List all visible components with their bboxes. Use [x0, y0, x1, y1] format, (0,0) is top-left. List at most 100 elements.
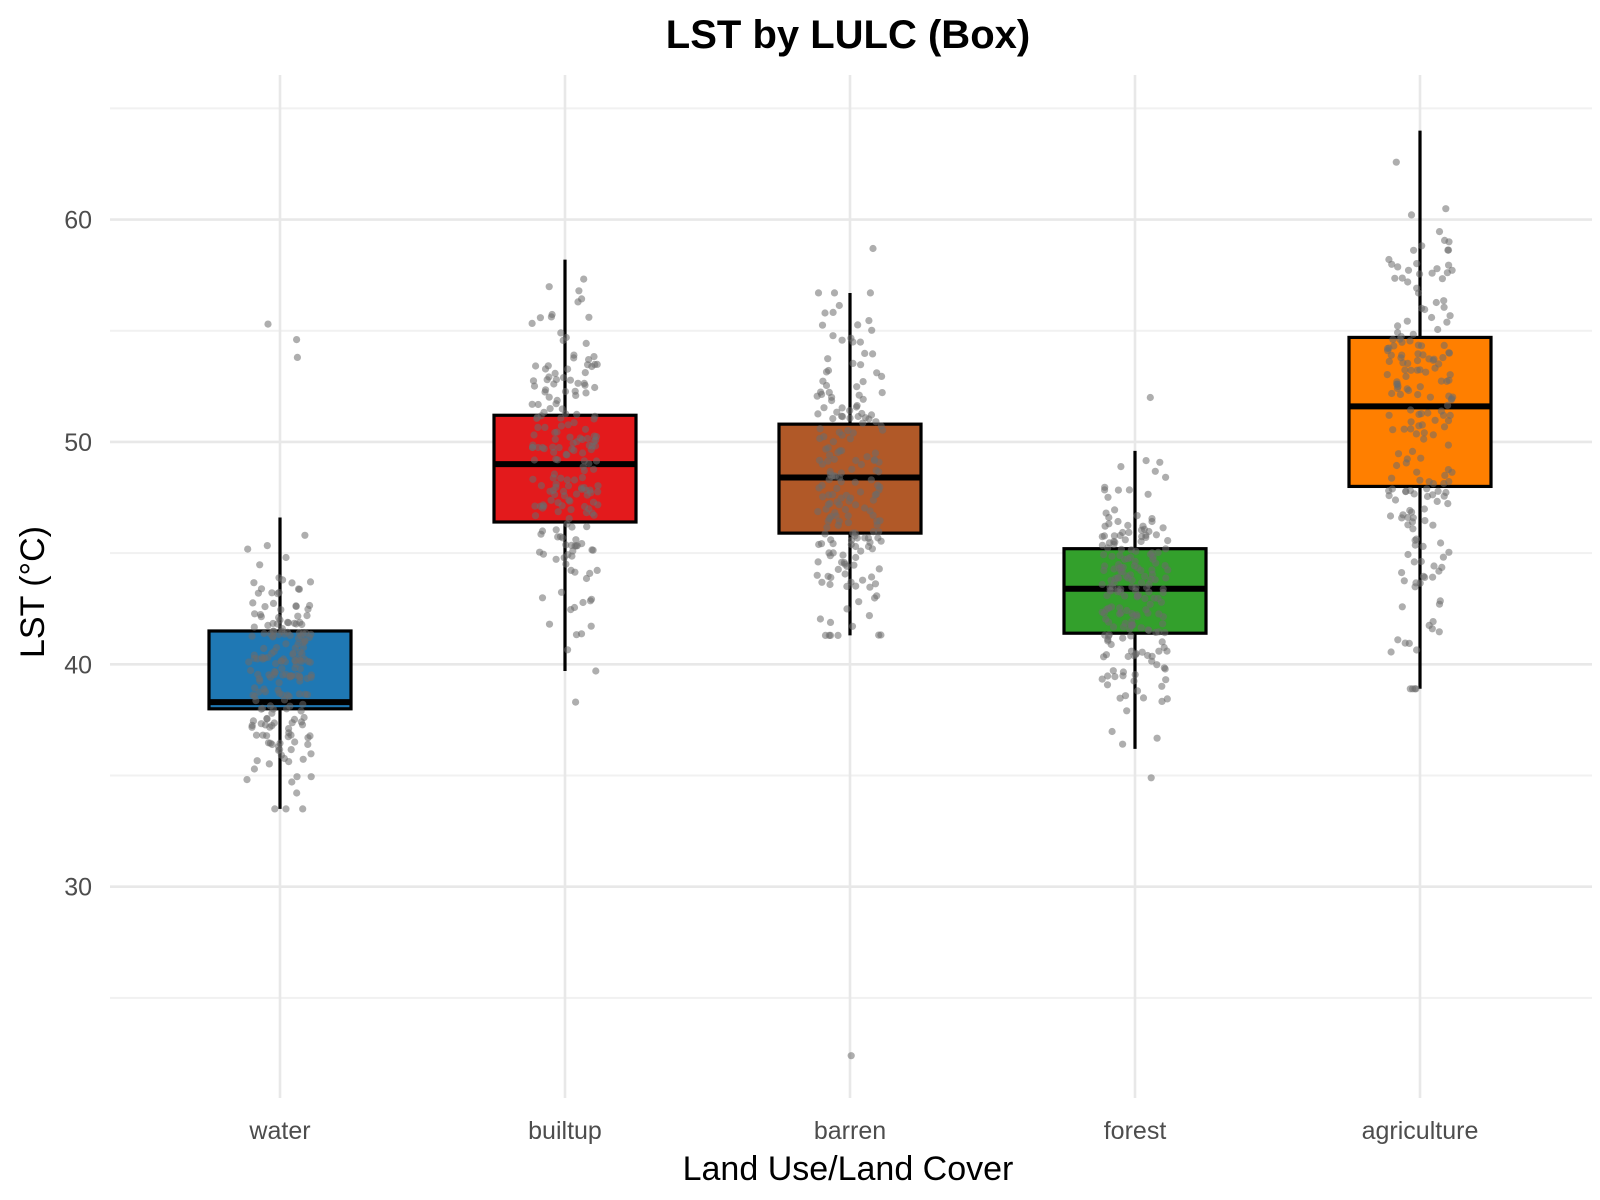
point — [1133, 687, 1142, 695]
point — [288, 672, 296, 680]
point — [1416, 476, 1424, 484]
point — [1417, 342, 1426, 350]
point — [532, 362, 540, 370]
point — [1160, 664, 1168, 672]
point — [829, 491, 837, 499]
outlier-point — [869, 244, 877, 253]
point — [818, 481, 826, 489]
point — [826, 618, 835, 627]
y-tick-50: 50 — [64, 429, 92, 457]
point — [871, 580, 880, 588]
point — [837, 494, 845, 502]
point — [872, 418, 880, 426]
point — [846, 414, 854, 422]
point — [848, 622, 857, 630]
point — [1402, 372, 1410, 380]
point — [251, 610, 259, 618]
point — [243, 776, 251, 784]
x-tick-agriculture: agriculture — [1362, 1117, 1479, 1145]
point — [1123, 707, 1131, 715]
point — [824, 457, 832, 465]
point — [1402, 459, 1410, 467]
point — [818, 460, 827, 468]
point — [557, 414, 565, 422]
point — [565, 496, 573, 504]
point — [1438, 563, 1446, 572]
point — [1422, 368, 1430, 376]
point — [530, 456, 539, 464]
point — [1121, 536, 1129, 544]
point — [592, 667, 600, 675]
point — [1435, 360, 1443, 368]
point — [1400, 577, 1408, 585]
point — [1098, 533, 1106, 541]
point — [1391, 496, 1400, 504]
point — [852, 456, 860, 465]
point — [572, 631, 581, 639]
point — [1102, 615, 1110, 623]
point — [1423, 492, 1432, 501]
point — [1390, 342, 1398, 350]
point — [551, 435, 559, 443]
point — [1440, 297, 1448, 305]
point — [560, 487, 568, 495]
point — [1155, 628, 1163, 636]
point — [279, 671, 287, 679]
point — [572, 391, 580, 399]
point — [572, 490, 581, 498]
point — [270, 719, 278, 727]
point — [288, 579, 296, 587]
point — [585, 441, 593, 449]
point — [266, 739, 274, 747]
point — [294, 640, 302, 648]
point — [818, 321, 827, 329]
point — [869, 350, 877, 358]
point — [1433, 265, 1441, 273]
point — [826, 451, 834, 459]
point — [1388, 474, 1396, 482]
point — [822, 505, 830, 513]
point — [821, 530, 829, 538]
point — [1416, 383, 1424, 391]
point — [868, 545, 877, 553]
point — [536, 502, 544, 510]
point — [250, 623, 258, 631]
point — [552, 526, 560, 534]
point — [850, 561, 858, 569]
point — [306, 578, 315, 586]
point — [820, 404, 828, 412]
point — [563, 520, 571, 528]
point — [1385, 357, 1393, 365]
point — [547, 496, 555, 504]
point — [1387, 351, 1395, 359]
point — [826, 499, 834, 508]
point — [570, 446, 578, 454]
point — [867, 476, 875, 484]
point — [1429, 618, 1437, 626]
point — [838, 431, 846, 439]
point — [557, 474, 565, 482]
point — [297, 657, 306, 666]
point — [824, 572, 832, 580]
point — [1402, 487, 1410, 495]
point — [859, 419, 867, 427]
point — [1159, 620, 1167, 628]
point — [573, 438, 581, 446]
point — [1439, 411, 1448, 419]
point — [589, 546, 597, 554]
point — [287, 746, 295, 754]
point — [849, 429, 857, 437]
point — [528, 443, 537, 452]
point — [1124, 521, 1132, 530]
point — [1413, 468, 1421, 476]
point — [835, 517, 843, 525]
point — [816, 615, 825, 623]
point — [536, 548, 544, 556]
y-tick-40: 40 — [64, 651, 92, 679]
point — [1104, 672, 1112, 680]
point — [545, 393, 553, 401]
point — [1444, 441, 1452, 449]
point — [1444, 401, 1452, 409]
point — [579, 463, 587, 471]
